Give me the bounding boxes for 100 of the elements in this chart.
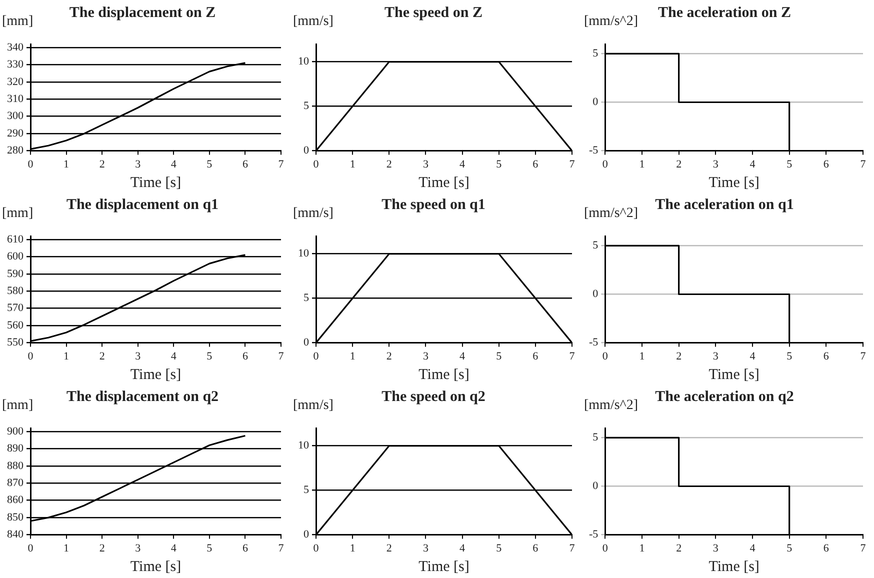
y-tick-label: 0 [592,480,599,492]
x-tick-label: 4 [750,158,756,170]
chart-title: The aceleration on q2 [655,388,794,405]
y-tick-label: 590 [7,268,24,280]
x-tick-label: 5 [496,542,502,554]
chart-title: The displacement on q1 [66,196,219,213]
x-tick-label: 0 [28,542,34,554]
y-tick-label: 320 [7,76,24,88]
y-tick-label: 0 [304,528,310,541]
y-tick-label: 340 [7,41,24,54]
x-tick-label: 1 [350,158,356,170]
y-tick-label: 870 [7,477,24,490]
x-tick-label: 6 [532,542,539,554]
y-tick-label: 900 [7,425,24,438]
x-tick-label: 2 [99,350,105,362]
x-tick-label: 5 [206,158,213,170]
y-tick-label: 850 [7,511,24,524]
x-tick-label: 6 [532,158,539,170]
x-tick-label: 7 [569,350,576,362]
x-tick-label: 2 [99,542,105,554]
x-tick-label: 1 [639,542,645,554]
x-tick-label: 7 [860,158,866,170]
x-tick-label: 2 [676,158,682,170]
x-tick-label: 3 [135,158,142,170]
chart-title: The speed on q1 [382,196,486,213]
x-tick-label: 4 [170,542,177,554]
y-axis-title: [mm] [2,14,34,30]
x-axis-title: Time [s] [708,174,760,191]
x-tick-label: 1 [639,158,645,170]
y-tick-label: 560 [7,319,24,332]
y-tick-label: 5 [304,100,310,112]
y-tick-label: 10 [298,56,310,68]
x-tick-label: 6 [532,350,539,362]
x-tick-label: 3 [135,350,142,362]
y-tick-label: 5 [592,240,599,252]
y-axis-title: [mm] [2,398,34,414]
x-tick-label: 4 [460,542,466,554]
x-tick-label: 4 [750,542,756,554]
y-tick-label: 330 [7,58,24,71]
y-tick-label: 840 [7,528,24,541]
x-tick-label: 0 [602,542,608,554]
x-tick-label: 6 [823,158,830,170]
x-tick-label: 5 [786,542,793,554]
x-tick-label: 7 [278,350,284,362]
y-tick-label: 550 [7,336,24,349]
x-tick-label: 1 [350,542,356,554]
y-tick-label: 890 [7,442,24,455]
y-tick-label: 300 [7,110,24,122]
x-tick-label: 1 [64,542,70,554]
x-tick-label: 3 [422,542,429,554]
y-axis-title: [mm/s] [293,206,334,222]
x-tick-label: 2 [386,542,392,554]
y-axis-title: [mm/s^2] [584,398,638,414]
x-tick-label: 7 [569,542,576,554]
x-axis-title: Time [s] [130,366,182,383]
y-tick-label: -5 [588,528,599,541]
x-tick-label: 5 [786,158,793,170]
y-axis-title: [mm/s] [293,14,334,30]
x-tick-label: 1 [64,350,70,362]
y-axis-title: [mm/s^2] [584,206,638,222]
y-tick-label: 580 [7,285,24,298]
x-tick-label: 7 [278,158,284,170]
x-tick-label: 3 [422,350,429,362]
x-axis-title: Time [s] [418,174,470,191]
x-tick-label: 2 [99,158,105,170]
x-tick-label: 7 [860,542,866,554]
x-tick-label: 6 [242,158,248,170]
y-tick-label: 0 [592,96,599,108]
y-tick-label: 0 [304,336,310,349]
chart-title: The aceleration on q1 [655,196,794,213]
x-tick-label: 5 [496,350,502,362]
y-tick-label: 0 [304,144,310,157]
x-tick-label: 6 [242,350,248,362]
x-tick-label: 6 [823,350,830,362]
x-tick-label: 2 [386,158,392,170]
x-tick-label: 2 [676,542,682,554]
x-tick-label: 3 [422,158,429,170]
x-tick-label: 4 [170,350,177,362]
x-tick-label: 0 [28,350,34,362]
x-tick-label: 6 [242,542,248,554]
x-axis-title: Time [s] [708,366,760,383]
x-tick-label: 5 [496,158,502,170]
y-tick-label: 0 [592,288,599,300]
x-tick-label: 7 [278,542,284,554]
x-tick-label: 5 [206,350,213,362]
y-tick-label: 860 [7,494,24,506]
y-tick-label: 880 [7,460,24,472]
x-tick-label: 1 [64,158,70,170]
y-tick-label: 600 [7,250,24,263]
x-tick-label: 0 [28,158,34,170]
y-tick-label: 5 [592,432,599,444]
y-axis-title: [mm/s^2] [584,14,638,30]
y-tick-label: 570 [7,302,24,314]
chart-title: The speed on q2 [382,388,486,405]
y-axis-title: [mm] [2,206,34,222]
y-tick-label: -5 [588,144,599,157]
x-tick-label: 0 [602,158,608,170]
chart-title: The speed on Z [384,4,482,21]
x-axis-title: Time [s] [130,558,182,575]
y-tick-label: 5 [304,484,310,496]
